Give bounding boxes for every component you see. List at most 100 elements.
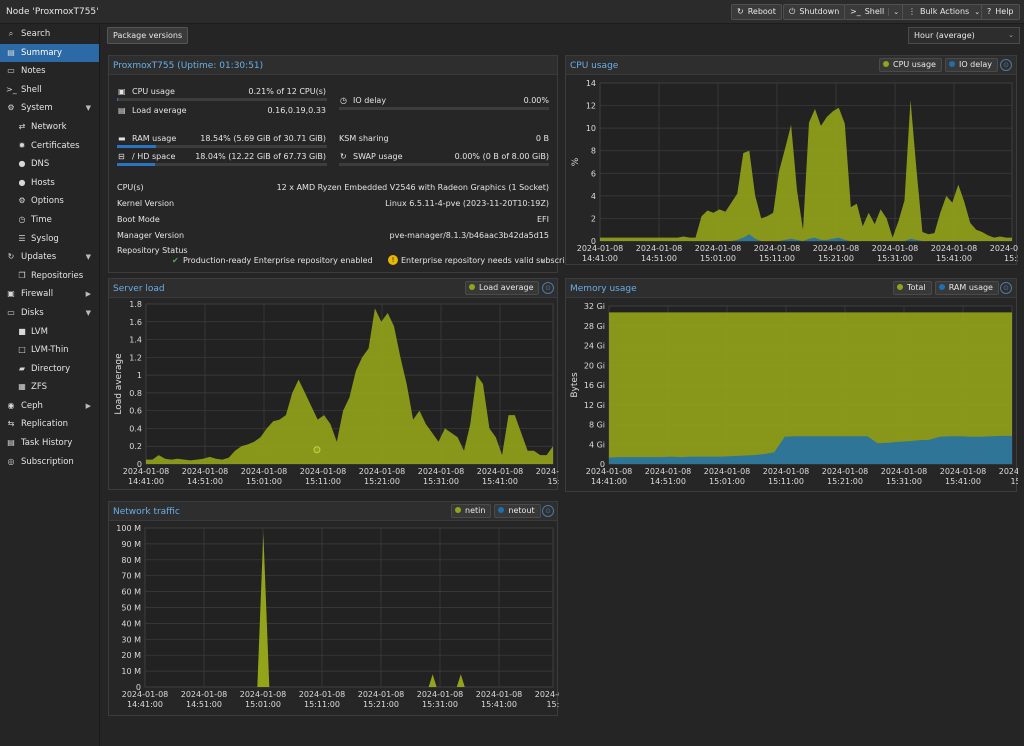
chevron-right-icon[interactable]: › xyxy=(541,256,545,265)
sidebar-item-firewall[interactable]: ▣ Firewall ▶ xyxy=(0,285,99,304)
x-tick-label: 15:31:00 xyxy=(423,477,459,486)
x-tick-label: 2024-01-08 xyxy=(822,467,869,476)
th-large-icon: ▦ xyxy=(18,382,26,392)
sidebar-item-shell[interactable]: >_ Shell xyxy=(0,81,99,100)
ram-usage-label: RAM usage xyxy=(132,134,177,143)
sidebar-item-label: Updates xyxy=(21,252,57,263)
ram-usage-bar-fill xyxy=(117,145,156,148)
sidebar-item-label: Network xyxy=(31,121,67,132)
gear-icon: ⚙ xyxy=(18,196,26,206)
sidebar-item-network[interactable]: ⇄ Network xyxy=(0,118,99,137)
sidebar-item-lvm-thin[interactable]: □ LVM-Thin xyxy=(0,341,99,360)
x-tick-label: 2024-01-08 xyxy=(999,467,1018,476)
hover-marker xyxy=(313,446,321,454)
sidebar-item-replication[interactable]: ⇆ Replication xyxy=(0,415,99,434)
x-tick-label: 14:51:00 xyxy=(650,477,686,486)
x-tick-label: 15:11:00 xyxy=(768,477,804,486)
x-tick-label: 2024-01-08 xyxy=(359,467,406,476)
y-tick-label: 1.8 xyxy=(129,300,142,309)
hdd-icon: ⊟ xyxy=(118,152,125,161)
chevron-down-icon: ⌄ xyxy=(1008,31,1014,39)
y-tick-label: 28 Gi xyxy=(584,322,605,331)
y-tick-label: 30 M xyxy=(121,635,141,644)
sidebar-item-directory[interactable]: ▰ Directory xyxy=(0,360,99,379)
y-tick-label: 0.4 xyxy=(129,424,142,433)
y-tick-label: 60 M xyxy=(121,588,141,597)
y-tick-label: 32 Gi xyxy=(584,302,605,311)
hd-space-value: 18.04% (12.22 GiB of 67.73 GiB) xyxy=(195,152,326,161)
sidebar-item-task-history[interactable]: ▤ Task History xyxy=(0,434,99,453)
legend-total[interactable]: Total xyxy=(893,281,932,295)
shutdown-label: Shutdown xyxy=(799,7,840,16)
sidebar-item-system[interactable]: ⚙ System ▼ xyxy=(0,99,99,118)
sidebar-item-label: DNS xyxy=(31,159,50,170)
series-peak xyxy=(428,674,437,687)
sidebar-item-subscription[interactable]: ◎ Subscription xyxy=(0,453,99,472)
bulk-actions-button[interactable]: ⋮ Bulk Actions ⌄ xyxy=(902,4,987,20)
package-versions-button[interactable]: Package versions xyxy=(107,27,189,44)
sidebar-item-updates[interactable]: ↻ Updates ▼ xyxy=(0,248,99,267)
y-tick-label: 1 xyxy=(137,371,142,380)
reboot-button[interactable]: ↻ Reboot xyxy=(731,4,782,20)
chart-options-icon[interactable]: ⊙ xyxy=(1000,59,1012,71)
exchange-icon: ⇄ xyxy=(18,121,26,131)
timeframe-select[interactable]: Hour (average) ⌄ xyxy=(908,27,1020,44)
x-tick-label: 15:50 xyxy=(547,477,559,486)
y-tick-label: 90 M xyxy=(121,540,141,549)
x-tick-label: 15:31:00 xyxy=(422,700,458,709)
sidebar-item-lvm[interactable]: ■ LVM xyxy=(0,323,99,342)
files-icon: ❐ xyxy=(18,270,26,280)
sidebar-item-summary[interactable]: ▤ Summary xyxy=(0,43,99,63)
sidebar-item-time[interactable]: ◷ Time xyxy=(0,211,99,230)
legend-load-average[interactable]: Load average xyxy=(465,281,540,295)
sidebar-item-label: Search xyxy=(21,29,51,39)
cpus-value: 12 x AMD Ryzen Embedded V2546 with Radeo… xyxy=(276,183,549,192)
check-circle-icon: ✔ xyxy=(172,256,179,265)
x-tick-label: 14:51:00 xyxy=(641,254,677,263)
x-tick-label: 2024-01-08 xyxy=(299,690,346,699)
x-tick-label: 15:21:00 xyxy=(364,477,400,486)
sidebar-item-hosts[interactable]: ● Hosts xyxy=(0,174,99,193)
sidebar-item-repositories[interactable]: ❐ Repositories xyxy=(0,267,99,286)
sidebar-item-disks[interactable]: ▭ Disks ▼ xyxy=(0,304,99,323)
y-tick-label: 1.4 xyxy=(129,336,142,345)
sidebar-item-options[interactable]: ⚙ Options xyxy=(0,192,99,211)
legend-label: Load average xyxy=(479,283,534,292)
legend-netin[interactable]: netin xyxy=(451,504,492,518)
x-tick-label: 2024-01-08 xyxy=(418,467,465,476)
sidebar-item-syslog[interactable]: ☰ Syslog xyxy=(0,230,99,249)
server-load-legend: Load average xyxy=(465,281,540,295)
legend-netout[interactable]: netout xyxy=(494,504,541,518)
shell-button[interactable]: >_ Shell ⌄ xyxy=(844,4,906,20)
caret-down-icon: ▼ xyxy=(85,308,91,317)
caret-right-icon: ▶ xyxy=(85,401,91,410)
y-tick-label: 24 Gi xyxy=(584,342,605,351)
x-tick-label: 15:41:00 xyxy=(936,254,972,263)
x-tick-label: 2024-01-08 xyxy=(417,690,464,699)
legend-ram-usage[interactable]: RAM usage xyxy=(934,281,999,295)
sidebar-item-zfs[interactable]: ▦ ZFS xyxy=(0,378,99,397)
legend-label: netout xyxy=(508,506,535,515)
chart-options-icon[interactable]: ⊙ xyxy=(542,505,554,517)
help-button[interactable]: ? Help xyxy=(981,4,1020,20)
sidebar-item-ceph[interactable]: ◉ Ceph ▶ xyxy=(0,397,99,416)
status-panel-title: ProxmoxT755 (Uptime: 01:30:51) xyxy=(113,61,264,71)
shutdown-button[interactable]: ⏻ Shutdown xyxy=(783,4,846,20)
series-area-ram-usage xyxy=(609,435,1012,464)
ellipsis-icon: ⋮ xyxy=(908,7,916,16)
legend-io-delay[interactable]: IO delay xyxy=(944,58,999,72)
sidebar: ⌕ Search ▤ Summary ▭ Notes >_ Shell ⚙ System ▼… xyxy=(0,25,100,746)
chart-options-icon[interactable]: ⊙ xyxy=(1000,282,1012,294)
sidebar-item-label: Certificates xyxy=(31,140,80,151)
y-axis-label: Bytes xyxy=(570,372,580,398)
sidebar-item-certificates[interactable]: ✹ Certificates xyxy=(0,137,99,156)
sidebar-item-label: Directory xyxy=(31,363,71,374)
sidebar-item-notes[interactable]: ▭ Notes xyxy=(0,62,99,81)
ksm-sharing-value: 0 B xyxy=(535,134,549,143)
sidebar-item-label: Repositories xyxy=(31,270,84,281)
sidebar-item-dns[interactable]: ● DNS xyxy=(0,155,99,174)
sidebar-item-search[interactable]: ⌕ Search xyxy=(0,25,99,44)
legend-cpu-usage[interactable]: CPU usage xyxy=(879,58,942,72)
chart-options-icon[interactable]: ⊙ xyxy=(542,282,554,294)
status-panel-header: ProxmoxT755 (Uptime: 01:30:51) xyxy=(109,56,557,75)
